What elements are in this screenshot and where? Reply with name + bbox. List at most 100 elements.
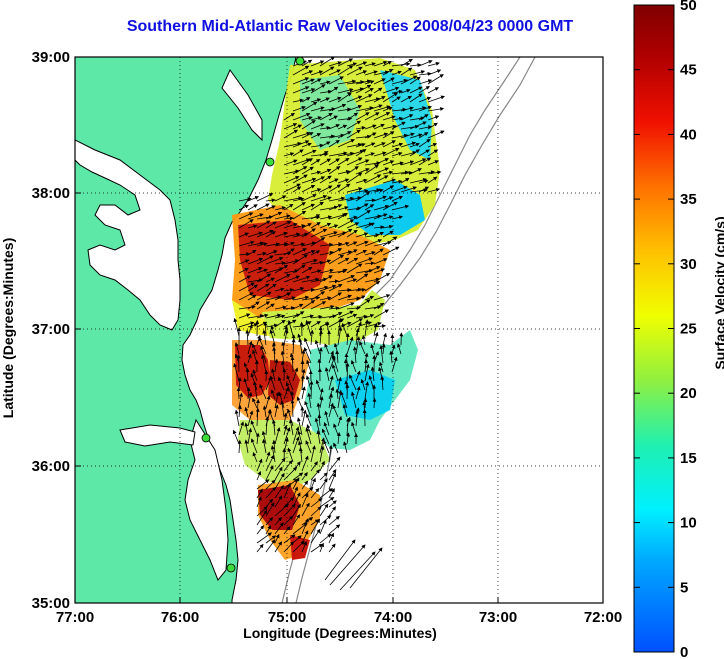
velocity-arrow — [346, 66, 363, 76]
velocity-arrow — [364, 88, 374, 94]
y-tick-label: 39:00 — [32, 49, 70, 66]
velocity-arrow — [390, 334, 395, 346]
velocity-arrow — [244, 422, 249, 436]
pamlico-sound — [184, 418, 229, 581]
velocity-arrow — [418, 60, 433, 67]
velocity-arrow — [317, 414, 322, 427]
velocity-arrow — [319, 472, 328, 481]
velocity-arrow — [292, 186, 302, 193]
velocity-arrow — [355, 232, 369, 238]
velocity-arrow — [265, 451, 271, 463]
velocity-arrow — [355, 203, 369, 211]
velocity-arrow — [329, 544, 366, 586]
colorbar-tick-label: 25 — [680, 321, 697, 338]
velocity-arrow — [262, 329, 267, 346]
colorbar-tick-label: 20 — [680, 385, 697, 402]
velocity-arrow — [382, 196, 394, 202]
velocity-arrow — [256, 525, 265, 535]
velocity-arrow — [310, 123, 325, 130]
velocity-arrow — [256, 220, 271, 229]
velocity-arrow — [346, 313, 358, 319]
x-tick-label: 72:00 — [584, 609, 622, 626]
velocity-arrow — [328, 312, 343, 319]
velocity-arrow — [427, 176, 438, 184]
velocity-arrow — [292, 287, 305, 292]
velocity-arrow — [418, 96, 432, 103]
velocity-arrow — [391, 170, 409, 175]
radar-station-marker — [201, 433, 211, 443]
velocity-arrow — [324, 367, 330, 382]
velocity-arrow — [265, 211, 283, 220]
velocity-arrow — [373, 331, 379, 346]
velocity-arrow — [265, 231, 276, 238]
velocity-arrow — [292, 436, 300, 454]
velocity-arrow — [349, 374, 357, 391]
velocity-arrow — [301, 287, 315, 292]
velocity-arrow — [305, 427, 312, 445]
velocity-arrow — [364, 222, 375, 229]
velocity-arrow — [319, 250, 334, 256]
velocity-arrow — [337, 139, 355, 148]
velocity-arrow — [355, 295, 366, 301]
velocity-arrow — [310, 70, 324, 76]
velocity-arrow — [274, 516, 283, 526]
velocity-arrow — [319, 330, 323, 346]
velocity-arrow — [346, 80, 365, 85]
velocity-arrow — [379, 344, 384, 364]
velocity-arrow — [256, 301, 271, 310]
velocity-arrow — [256, 543, 264, 553]
velocity-arrow — [292, 477, 300, 490]
velocity-arrow — [364, 80, 375, 85]
velocity-arrow — [274, 242, 289, 247]
velocity-arrow — [283, 387, 289, 400]
velocity-arrow — [310, 269, 322, 274]
velocity-arrow — [319, 107, 336, 112]
velocity-arrow — [274, 220, 292, 229]
velocity-arrow — [319, 141, 331, 148]
velocity-arrow — [292, 124, 303, 130]
velocity-arrow — [234, 342, 240, 355]
velocity-arrow — [355, 188, 369, 193]
velocity-arrow — [301, 258, 318, 265]
velocity-arrow — [346, 257, 359, 265]
velocity-arrow — [382, 86, 400, 94]
velocity-arrow — [350, 359, 357, 373]
delaware-bay — [221, 69, 263, 142]
chesapeake-bay — [75, 139, 181, 331]
velocity-arrow — [319, 185, 333, 193]
velocity-arrow — [355, 240, 369, 247]
velocity-arrow — [310, 84, 326, 94]
velocity-arrow — [301, 241, 317, 247]
velocity-arrow — [373, 151, 387, 157]
velocity-arrow — [292, 65, 310, 76]
velocity-arrow — [265, 283, 277, 292]
velocity-arrow — [247, 257, 264, 265]
velocity-arrow — [265, 454, 275, 472]
velocity-arrow — [274, 314, 286, 319]
velocity-arrow — [328, 456, 341, 472]
velocity-arrow — [310, 237, 326, 247]
y-tick-label: 37:00 — [32, 321, 70, 338]
velocity-arrow — [319, 275, 333, 283]
velocity-arrow — [265, 277, 276, 283]
velocity-arrow — [283, 313, 301, 319]
velocity-arrow — [247, 353, 252, 364]
velocity-arrow — [274, 503, 289, 517]
velocity-arrow — [262, 405, 267, 418]
colorbar-tick-label: 50 — [680, 0, 697, 14]
velocity-arrow — [292, 174, 308, 184]
velocity-arrow — [283, 196, 303, 202]
velocity-arrow — [319, 296, 332, 301]
velocity-arrow — [301, 166, 314, 175]
velocity-arrow — [256, 470, 262, 481]
velocity-arrow — [292, 522, 308, 535]
velocity-arrow — [301, 314, 314, 319]
velocity-arrow — [333, 442, 339, 454]
velocity-arrow — [409, 121, 427, 130]
velocity-arrow — [364, 188, 381, 193]
velocity-arrow — [319, 222, 332, 229]
velocity-arrow — [301, 277, 320, 283]
velocity-arrow — [409, 70, 426, 76]
velocity-arrow — [382, 92, 398, 103]
